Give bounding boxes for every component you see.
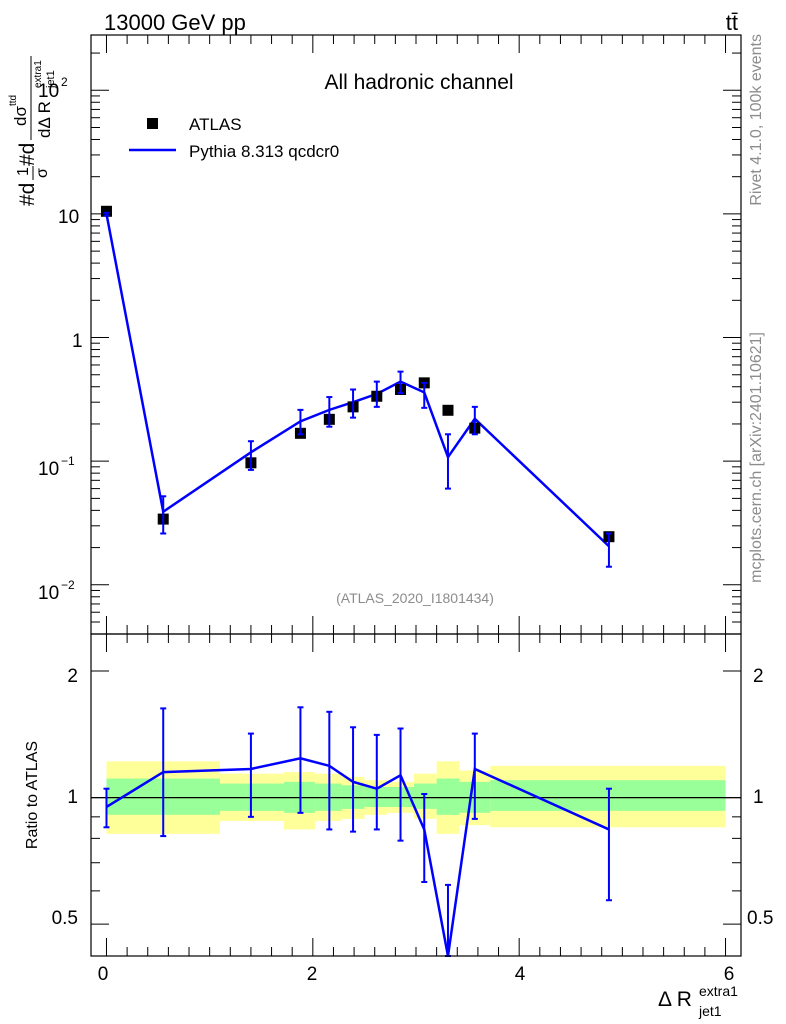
ratio-frame (90, 633, 742, 957)
mc-line (105, 213, 610, 548)
xlabel-base: Δ R (658, 988, 692, 1011)
y-tick-exp: −1 (61, 454, 75, 468)
ylabel-inner-num-sup: ttd (8, 95, 19, 106)
ratio-line (105, 757, 610, 957)
y-tick-base: 10 (38, 459, 59, 480)
xlabel-sub: jet1 (698, 1003, 722, 1019)
ratio-y-tick-left-2: 2 (67, 666, 78, 687)
top-panel: All hadronic channel (ATLAS_2020_I180143… (38, 34, 742, 635)
x-tick-label-0: 0 (98, 964, 109, 985)
ratio-y-tick-right-0.5: 0.5 (747, 908, 773, 929)
y-tick-label-1: 1 (72, 331, 83, 352)
ylabel-frac-den: σ (34, 168, 51, 178)
ratio-y-tick-right-1: 1 (753, 787, 764, 808)
uncertainty-band-inner (436, 778, 460, 815)
uncertainty-band-inner (490, 780, 726, 811)
y-tick-exp: 2 (61, 75, 68, 89)
ylabel-lead: #d (16, 183, 39, 206)
ylabel-inner-den: dΔ R (35, 101, 54, 138)
analysis-id: (ATLAS_2020_I1801434) (336, 590, 494, 606)
top-y-axis-label: #d 1 σ #d dσ ttd dΔ R jet1 extra1 (8, 56, 57, 206)
x-tick-label-6: 6 (724, 964, 735, 985)
ratio-panel: Ratio to ATLAS 0.5 1 2 0.5 1 2 0 2 4 6 Δ… (24, 633, 773, 1019)
uncertainty-band-inner (364, 786, 388, 807)
chart-title: All hadronic channel (324, 71, 513, 94)
ratio-y-tick-left-1: 1 (67, 787, 78, 808)
ylabel-inner-num: dσ (11, 106, 30, 126)
legend-label-mc: Pythia 8.313 qcdcr0 (189, 142, 339, 161)
y-tick-base: 1 (72, 331, 83, 352)
legend-label-data: ATLAS (189, 115, 242, 134)
y-tick-label-1e-2: 10 −2 (38, 578, 75, 604)
ylabel-frac-num: 1 (15, 167, 32, 176)
mcplots-label: mcplots.cern.ch [arXiv:2401.10621] (748, 332, 765, 583)
y-tick-label-1e2: 10 2 (38, 75, 68, 102)
y-tick-exp: −2 (61, 578, 75, 592)
process-label: tt̄ (726, 10, 738, 35)
ylabel-mid: #d (16, 143, 39, 166)
xlabel-sup: extra1 (699, 983, 738, 999)
ylabel-inner-den-sub: jet1 (45, 70, 57, 89)
x-axis-label: Δ R jet1 extra1 (658, 983, 738, 1019)
legend: ATLAS Pythia 8.313 qcdcr0 (129, 115, 339, 161)
y-tick-label-1e-1: 10 −1 (38, 454, 75, 480)
data-point (442, 404, 454, 416)
ratio-y-axis-label: Ratio to ATLAS (24, 741, 41, 849)
y-tick-base: 10 (38, 583, 59, 604)
ylabel-inner-den-sup: extra1 (33, 60, 44, 88)
rivet-label: Rivet 4.1.0, 100k events (748, 34, 765, 206)
ratio-y-tick-right-2: 2 (753, 666, 764, 687)
energy-label: 13000 GeV pp (104, 10, 246, 35)
y-tick-base: 10 (38, 81, 59, 102)
ratio-y-tick-left-0.5: 0.5 (52, 908, 78, 929)
y-tick-label-10: 10 (58, 207, 79, 228)
legend-marker-data (147, 118, 158, 129)
uncertainty-band-inner (413, 783, 437, 809)
data-point (100, 205, 112, 217)
x-tick-label-2: 2 (307, 964, 318, 985)
x-tick-label-4: 4 (515, 964, 526, 985)
y-tick-base: 10 (58, 207, 79, 228)
